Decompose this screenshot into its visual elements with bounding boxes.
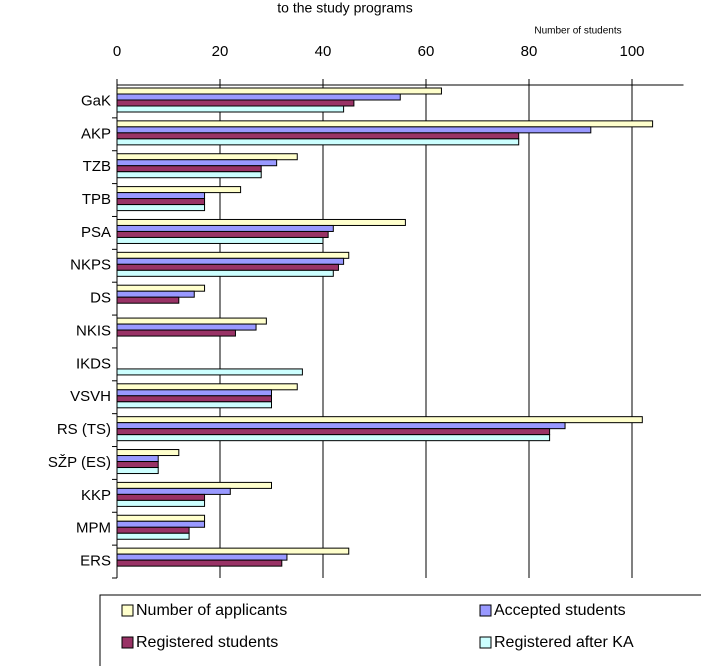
bar bbox=[116, 120, 654, 128]
y-tick-label: NKIS bbox=[76, 322, 111, 339]
x-tick-label: 20 bbox=[212, 43, 229, 60]
bar bbox=[116, 290, 195, 298]
legend-label: Accepted students bbox=[494, 602, 626, 619]
bar bbox=[116, 263, 339, 271]
y-tick-label: MPM bbox=[76, 520, 111, 537]
bar bbox=[116, 416, 643, 424]
bar bbox=[116, 218, 406, 226]
legend-box bbox=[99, 594, 701, 666]
bar bbox=[116, 204, 206, 212]
y-tick-label: DS bbox=[90, 290, 111, 307]
bar bbox=[116, 514, 206, 522]
bar bbox=[116, 99, 355, 107]
x-tick-label: 40 bbox=[315, 43, 332, 60]
bar bbox=[116, 499, 206, 507]
bar bbox=[116, 422, 566, 430]
y-tick-label: PSA bbox=[81, 224, 111, 241]
bar bbox=[116, 467, 159, 475]
bar bbox=[116, 153, 298, 161]
bar bbox=[116, 553, 288, 561]
bar bbox=[116, 171, 262, 179]
x-tick-label: 100 bbox=[619, 43, 644, 60]
y-tick-label: TZB bbox=[83, 158, 111, 175]
legend-swatch bbox=[479, 604, 492, 617]
legend-swatch bbox=[121, 604, 134, 617]
legend-label: Registered students bbox=[136, 634, 278, 651]
bar bbox=[116, 383, 298, 391]
bar bbox=[116, 93, 401, 101]
bar bbox=[116, 329, 236, 337]
bar bbox=[116, 428, 551, 436]
bar bbox=[116, 192, 206, 200]
y-tick-label: VSVH bbox=[70, 388, 111, 405]
bar bbox=[116, 434, 551, 442]
bar bbox=[116, 251, 350, 259]
bar bbox=[116, 526, 190, 534]
y-tick-label: TPB bbox=[82, 191, 111, 208]
y-tick-label: GaK bbox=[81, 92, 111, 109]
y-tick-label: RS (TS) bbox=[57, 421, 111, 438]
y-tick-label: AKP bbox=[81, 125, 111, 142]
legend-swatch bbox=[479, 636, 492, 649]
bar bbox=[116, 520, 206, 528]
bar bbox=[116, 395, 272, 403]
bar bbox=[116, 165, 262, 173]
bar bbox=[116, 198, 206, 206]
legend-label: Number of applicants bbox=[136, 602, 287, 619]
bar bbox=[116, 269, 334, 277]
bar bbox=[116, 481, 272, 489]
bar bbox=[116, 159, 278, 167]
bar bbox=[116, 493, 206, 501]
y-tick-label: IKDS bbox=[76, 355, 111, 372]
bar bbox=[116, 236, 324, 244]
legend-label: Registered after KA bbox=[494, 634, 634, 651]
chart-title: to the study programs bbox=[277, 0, 412, 16]
bar bbox=[116, 559, 283, 567]
x-tick-label: 60 bbox=[418, 43, 435, 60]
bar bbox=[116, 224, 334, 232]
y-tick-label: NKPS bbox=[70, 257, 111, 274]
bar bbox=[116, 532, 190, 540]
bar bbox=[116, 132, 520, 140]
y-tick-label: KKP bbox=[81, 487, 111, 504]
y-tick-label: ERS bbox=[80, 553, 111, 570]
y-tick-label: SŽP (ES) bbox=[48, 454, 111, 471]
bar bbox=[116, 449, 180, 457]
bar bbox=[116, 461, 159, 469]
bar bbox=[116, 368, 303, 376]
axis-label: Number of students bbox=[534, 26, 621, 37]
bar bbox=[116, 455, 159, 463]
x-tick-label: 80 bbox=[521, 43, 538, 60]
bar bbox=[116, 138, 520, 146]
legend-swatch bbox=[121, 636, 134, 649]
bar bbox=[116, 401, 272, 409]
bar bbox=[116, 487, 231, 495]
bar bbox=[116, 323, 257, 331]
bar bbox=[116, 547, 350, 555]
bar bbox=[116, 230, 329, 238]
bar bbox=[116, 186, 242, 194]
bar bbox=[116, 126, 592, 134]
x-tick-label: 0 bbox=[113, 43, 121, 60]
bar bbox=[116, 317, 267, 325]
bar bbox=[116, 105, 345, 113]
bar bbox=[116, 389, 272, 397]
bar bbox=[116, 284, 206, 292]
bar bbox=[116, 87, 442, 95]
bar bbox=[116, 257, 345, 265]
bar bbox=[116, 296, 180, 304]
